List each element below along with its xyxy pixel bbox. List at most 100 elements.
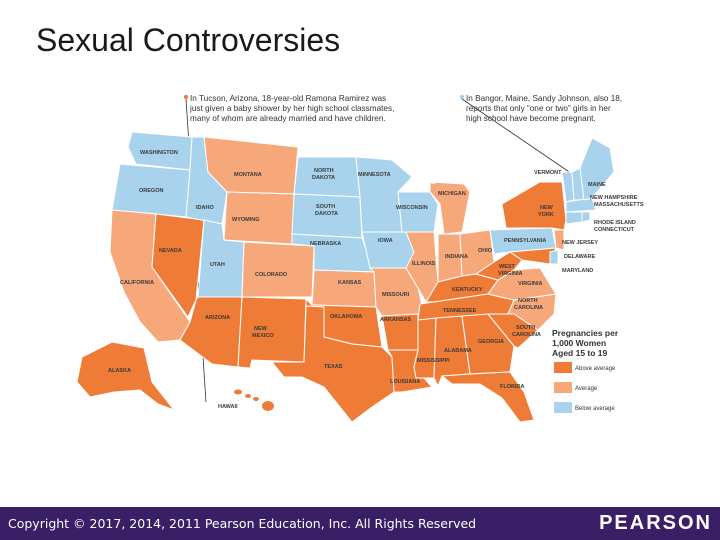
state-texas[interactable] — [270, 305, 395, 422]
legend-label-average: Average — [575, 386, 598, 392]
callout-left-dot — [183, 94, 189, 100]
label-montana: MONTANA — [234, 172, 262, 178]
callout-left-line-1: In Tucson, Arizona, 18-year-old Ramona R… — [190, 94, 386, 103]
callout-right: In Bangor, Maine, Sandy Johnson, also 18… — [459, 94, 622, 183]
label-west-virginia-2: VIRGINIA — [498, 271, 522, 277]
pearson-logo: PEARSON — [599, 512, 712, 534]
label-alabama: ALABAMA — [444, 348, 472, 354]
label-nebraska: NEBRASKA — [310, 241, 341, 247]
label-south-dakota-2: DAKOTA — [315, 211, 338, 217]
label-louisiana: LOUISIANA — [390, 379, 420, 385]
label-washington: WASHINGTON — [140, 150, 178, 156]
label-new-mexico-1: NEW — [254, 326, 268, 332]
label-south-dakota-1: SOUTH — [316, 204, 335, 210]
label-pennsylvania: PENNSYLVANIA — [504, 238, 546, 244]
state-maine[interactable] — [579, 137, 615, 201]
label-illinois: ILLINOIS — [412, 261, 436, 267]
state-georgia[interactable] — [461, 313, 515, 375]
label-south-carolina-2: CAROLINA — [512, 332, 541, 338]
label-south-carolina-1: SOUTH — [516, 325, 535, 331]
label-north-carolina-1: NORTH — [518, 298, 538, 304]
label-arizona: ARIZONA — [205, 315, 230, 321]
state-illinois[interactable] — [405, 231, 439, 303]
label-rhode-island: RHODE ISLAND — [594, 220, 636, 226]
label-oregon: OREGON — [139, 188, 163, 194]
label-wyoming: WYOMING — [232, 217, 260, 223]
label-vermont: VERMONT — [534, 170, 562, 176]
label-west-virginia-1: WEST — [499, 264, 516, 270]
slide-title: Sexual Controversies — [36, 22, 341, 58]
legend-title-1: Pregnancies per — [552, 328, 619, 338]
label-minnesota: MINNESOTA — [358, 172, 391, 178]
legend-swatch-above — [554, 362, 572, 373]
legend-label-above: Above average — [575, 366, 616, 372]
label-nevada: NEVADA — [159, 248, 182, 254]
label-new-jersey: NEW JERSEY — [562, 240, 598, 246]
callout-right-line-3: high school have become pregnant. — [466, 114, 596, 123]
label-connecticut: CONNECTICUT — [594, 227, 635, 233]
label-alaska: ALASKA — [108, 368, 131, 374]
label-massachusetts: MASSACHUSETTS — [594, 202, 644, 208]
callout-right-line-1: In Bangor, Maine, Sandy Johnson, also 18… — [466, 94, 622, 103]
state-alaska[interactable] — [76, 341, 176, 412]
label-new-hampshire: NEW HAMPSHIRE — [590, 195, 638, 201]
state-kansas[interactable] — [311, 269, 377, 308]
label-ohio: OHIO — [478, 248, 493, 254]
state-michigan[interactable] — [429, 181, 471, 235]
legend-title-2: 1,000 Women — [552, 338, 606, 348]
label-north-dakota-1: NORTH — [314, 168, 334, 174]
state-rhode-island[interactable] — [581, 211, 591, 223]
lake-superior — [412, 170, 454, 184]
callout-right-leader — [461, 98, 585, 183]
label-colorado: COLORADO — [255, 272, 288, 278]
label-maine: MAINE — [588, 182, 606, 188]
label-hawaii: HAWAII — [218, 404, 238, 410]
label-north-carolina-2: CAROLINA — [514, 305, 543, 311]
label-tennessee: TENNESSEE — [443, 308, 477, 314]
state-delaware[interactable] — [549, 249, 559, 265]
state-connecticut[interactable] — [565, 211, 583, 225]
copyright-text: Copyright © 2017, 2014, 2011 Pearson Edu… — [8, 516, 477, 531]
state-hawaii[interactable] — [234, 389, 274, 412]
legend-title-3: Aged 15 to 19 — [552, 348, 608, 358]
footer-bar: Copyright © 2017, 2014, 2011 Pearson Edu… — [0, 507, 720, 540]
label-utah: UTAH — [210, 262, 225, 268]
label-michigan: MICHIGAN — [438, 191, 466, 197]
legend-swatch-average — [554, 382, 572, 393]
callout-left-line-2: just given a baby shower by her high sch… — [189, 104, 394, 113]
state-new-york[interactable] — [501, 181, 567, 231]
lake-huron — [466, 190, 474, 226]
label-mississippi: MISSISSIPPI — [417, 358, 450, 364]
label-arkansas: ARKANSAS — [380, 317, 412, 323]
label-georgia: GEORGIA — [478, 339, 504, 345]
callout-right-line-2: reports that only “one or two” girls in … — [466, 104, 611, 113]
legend-label-below: Below average — [575, 406, 615, 412]
legend-swatch-below — [554, 402, 572, 413]
label-california: CALIFORNIA — [120, 280, 154, 286]
state-washington[interactable] — [127, 131, 193, 171]
label-florida: FLORIDA — [500, 384, 524, 390]
state-colorado[interactable] — [241, 241, 315, 298]
label-wisconsin: WISCONSIN — [396, 205, 428, 211]
label-new-mexico-2: MEXICO — [252, 333, 274, 339]
label-kentucky: KENTUCKY — [452, 287, 483, 293]
callout-left-line-3: many of whom are already married and hav… — [190, 114, 386, 123]
label-delaware: DELAWARE — [564, 254, 596, 260]
state-new-jersey[interactable] — [553, 229, 565, 251]
state-massachusetts[interactable] — [565, 197, 597, 213]
callout-right-dot — [459, 94, 465, 100]
label-new-york-2: YORK — [538, 212, 554, 218]
label-idaho: IDAHO — [196, 205, 214, 211]
state-florida[interactable] — [440, 371, 535, 422]
us-teen-pregnancy-map: In Tucson, Arizona, 18-year-old Ramona R… — [62, 92, 662, 422]
label-kansas: KANSAS — [338, 280, 362, 286]
label-north-dakota-2: DAKOTA — [312, 175, 335, 181]
label-iowa: IOWA — [378, 238, 393, 244]
label-indiana: INDIANA — [445, 254, 468, 260]
map-svg: In Tucson, Arizona, 18-year-old Ramona R… — [76, 94, 644, 422]
state-wisconsin[interactable] — [397, 191, 439, 233]
label-missouri: MISSOURI — [382, 292, 410, 298]
label-maryland: MARYLAND — [562, 268, 593, 274]
label-new-york-1: NEW — [540, 205, 554, 211]
label-texas: TEXAS — [324, 364, 343, 370]
